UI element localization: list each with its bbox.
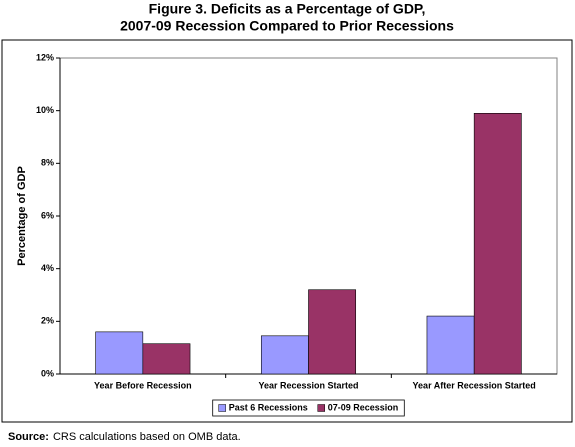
- y-tick-label: 12%: [36, 52, 54, 62]
- bar: [142, 343, 191, 375]
- source-note: Source: CRS calculations based on OMB dat…: [8, 431, 241, 443]
- bar: [260, 335, 309, 375]
- y-tick-label: 2%: [41, 316, 54, 326]
- bar: [95, 331, 144, 375]
- bar: [308, 289, 357, 375]
- bar: [473, 113, 522, 375]
- x-tick-label: Year After Recession Started: [413, 380, 536, 390]
- y-tick-label: 10%: [36, 105, 54, 115]
- y-tick-label: 6%: [41, 210, 54, 220]
- y-tick-label: 8%: [41, 158, 54, 168]
- bar: [426, 315, 475, 375]
- legend-label: 07-09 Recession: [328, 402, 399, 412]
- source-text: CRS calculations based on OMB data.: [53, 431, 241, 443]
- source-label: Source:: [8, 431, 49, 443]
- legend: Past 6 Recessions 07-09 Recession: [212, 399, 405, 417]
- y-tick-label: 0%: [41, 368, 54, 378]
- legend-box: [212, 399, 405, 417]
- chart-frame: [1, 39, 573, 423]
- legend-label: Past 6 Recessions: [229, 402, 308, 412]
- y-tick-label: 4%: [41, 263, 54, 273]
- chart-subtitle: 2007-09 Recession Compared to Prior Rece…: [120, 18, 454, 34]
- legend-swatch: [218, 404, 226, 412]
- x-tick-label: Year Recession Started: [258, 380, 358, 390]
- chart-title: Figure 3. Deficits as a Percentage of GD…: [149, 1, 426, 17]
- x-tick-label: Year Before Recession: [94, 380, 192, 390]
- y-axis-title: Percentage of GDP: [16, 166, 28, 266]
- legend-swatch: [317, 404, 325, 412]
